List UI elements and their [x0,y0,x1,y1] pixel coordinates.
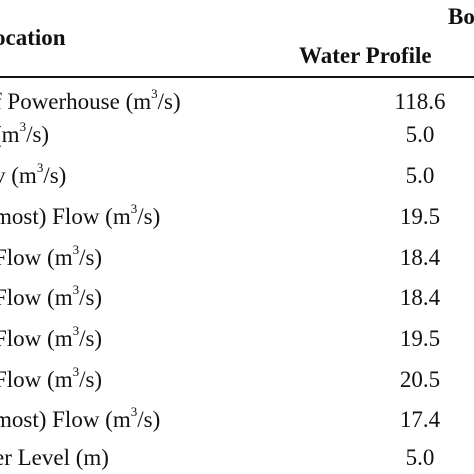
row-value: 17.4 [399,407,441,432]
row-value: 19.5 [399,326,441,351]
row-value: 18.4 [399,245,441,270]
row-value: 5.0 [405,445,435,470]
row-label: Flow (m3/s) [0,323,103,351]
header-top-label: Bo [448,4,474,29]
table-row: Flow (m3/s) 18.4 [0,282,474,317]
table-row: most) Flow (m3/s) 17.4 [0,404,474,439]
table-row: (m3/s) 5.0 [0,119,474,154]
row-label: Flow (m3/s) [0,364,103,392]
row-label: f Powerhouse (m3/s) [0,86,181,114]
row-label: v (m3/s) [0,160,67,188]
row-value: 18.4 [399,285,441,310]
row-value: 19.5 [399,204,441,229]
row-label: Flow (m3/s) [0,282,103,310]
row-value: 5.0 [405,163,435,188]
header-location-label: ocation [0,25,66,50]
table-row: Flow (m3/s) 18.4 [0,242,474,277]
table-row: f Powerhouse (m3/s) 118.6 [0,86,474,121]
row-label: Flow (m3/s) [0,242,103,270]
row-label: (m3/s) [0,119,50,147]
table-row: Flow (m3/s) 19.5 [0,323,474,358]
row-label: er Level (m) [0,445,109,470]
table-row: Flow (m3/s) 20.5 [0,364,474,399]
row-value: 118.6 [394,89,446,114]
row-value: 5.0 [405,122,435,147]
header-water-profile-label: Water Profile [299,43,432,68]
table-row: most) Flow (m3/s) 19.5 [0,201,474,236]
row-value: 20.5 [399,367,441,392]
row-label: most) Flow (m3/s) [0,404,161,432]
row-label: most) Flow (m3/s) [0,201,161,229]
table-row: v (m3/s) 5.0 [0,160,474,195]
table-row: er Level (m) 5.0 [0,445,474,474]
header-rule [0,76,474,78]
